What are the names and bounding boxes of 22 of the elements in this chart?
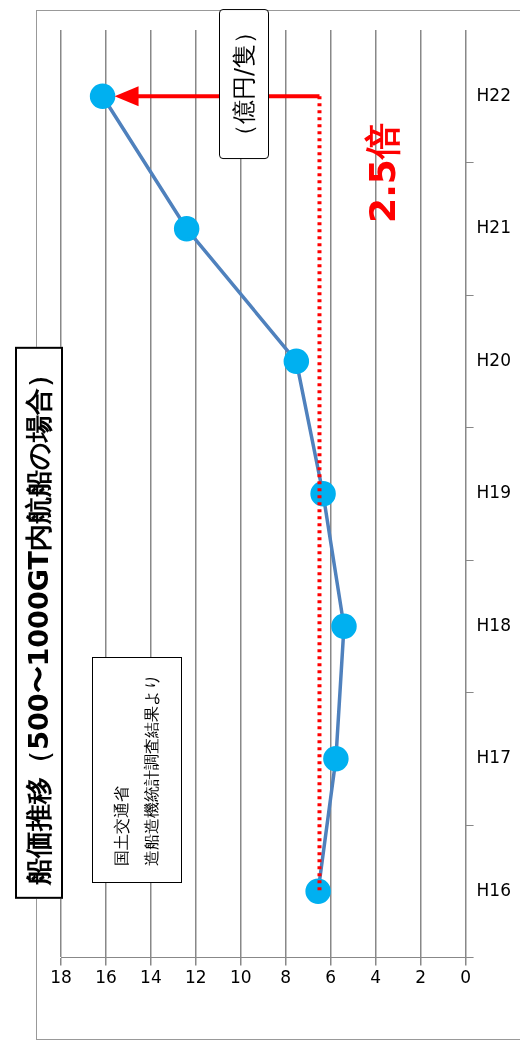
y-tick-label: H16 (476, 879, 512, 900)
x-tick-label: 14 (140, 967, 162, 988)
annotation: 国土交通省 (111, 785, 132, 866)
x-tick-label: 8 (280, 967, 292, 988)
annotation: 造船造機統計調査結果より (141, 674, 162, 866)
x-tick-label: 16 (95, 967, 117, 988)
x-tick-label: 10 (230, 967, 252, 988)
y-tick-label: H21 (476, 217, 512, 238)
x-tick-label: 2 (415, 967, 427, 988)
x-tick-label: 12 (185, 967, 207, 988)
y-tick-label: H19 (476, 482, 512, 503)
y-tick-label: H17 (476, 747, 512, 768)
x-tick-label: 0 (460, 967, 471, 988)
text: 船価推移（500〜1000GT内航船の場合） (15, 347, 63, 899)
y-axis-title: （億円/隻） (219, 8, 269, 160)
y-tick-label: H20 (476, 349, 512, 370)
x-tick-label: 6 (325, 967, 337, 988)
annotation: 2.5倍 (360, 123, 404, 223)
y-tick-label: H22 (476, 84, 512, 105)
x-tick-label: 18 (50, 967, 72, 988)
x-tick-label: 4 (370, 967, 382, 988)
y-tick-label: H18 (476, 614, 512, 635)
